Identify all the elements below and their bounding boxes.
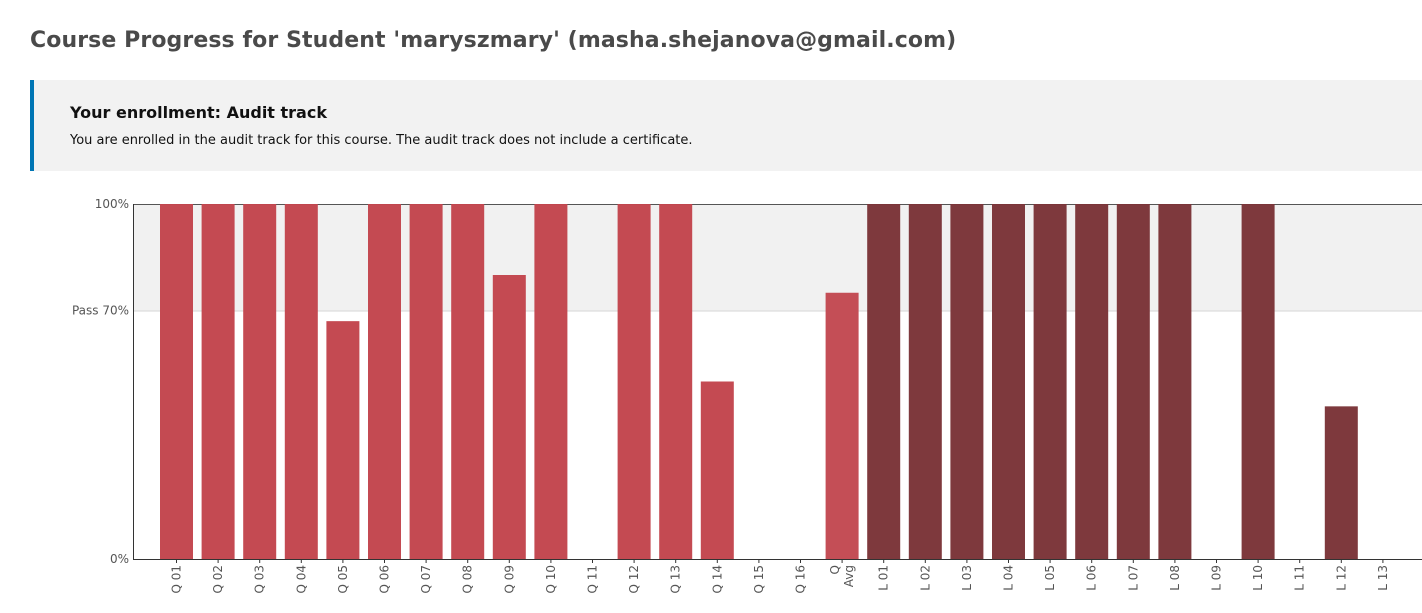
x-tick-label: Q 06 (378, 565, 392, 594)
bar-q-13[interactable] (659, 204, 693, 559)
bar-q-02[interactable] (201, 204, 235, 559)
chart-bars (160, 204, 1358, 559)
bar-q-avg[interactable] (825, 292, 859, 559)
bar-q-06[interactable] (368, 204, 401, 559)
enrollment-banner: Your enrollment: Audit track You are enr… (30, 80, 1422, 171)
x-tick-label: Q 09 (502, 565, 516, 594)
enrollment-message: You are enrolled in the audit track for … (70, 133, 693, 148)
y-axis: 100% Pass 70% 0% (72, 197, 129, 566)
chart-grid (133, 204, 1422, 560)
x-tick-label: Q 07 (419, 565, 433, 594)
bar-q-04[interactable] (284, 204, 318, 559)
x-tick-label: L 10 (1251, 565, 1265, 591)
bar-l-03[interactable] (950, 204, 984, 559)
bar-q-14[interactable] (700, 381, 734, 560)
x-tick-label: Q 04 (294, 565, 308, 594)
x-tick-label: L 13 (1376, 565, 1390, 591)
x-tick-label: Q 15 (752, 565, 766, 594)
x-tick-label: Q 08 (461, 565, 475, 594)
bar-l-06[interactable] (1075, 204, 1109, 559)
x-tick-label: L 07 (1126, 565, 1140, 591)
bar-l-12[interactable] (1324, 406, 1358, 559)
x-tick-label: Q 12 (627, 565, 641, 594)
pass-band (133, 204, 1422, 311)
x-tick-label: Q 02 (211, 565, 225, 594)
x-tick-label: Q 05 (336, 565, 350, 594)
x-tick-label: Q 13 (669, 565, 683, 594)
x-tick-label: Q 16 (794, 565, 808, 594)
bar-q-01[interactable] (160, 204, 193, 559)
x-tick-label: Q 10 (544, 565, 558, 594)
x-tick-label: L 05 (1043, 565, 1057, 591)
y-tick-label: 0% (110, 552, 129, 566)
y-tick-label: Pass 70% (72, 304, 129, 318)
x-tick-label: Q 03 (253, 565, 267, 594)
x-tick-label: Q 11 (586, 565, 600, 594)
bar-l-07[interactable] (1116, 204, 1150, 559)
bar-q-07[interactable] (409, 204, 443, 559)
bar-q-05[interactable] (326, 321, 360, 559)
x-tick-label: Q 14 (710, 565, 724, 594)
bar-q-03[interactable] (243, 204, 277, 559)
x-tick-label: L 01 (877, 565, 891, 591)
y-tick-label: 100% (95, 197, 129, 211)
x-tick-label: L 12 (1334, 565, 1348, 591)
x-tick-label: L 02 (918, 565, 932, 591)
bar-l-08[interactable] (1158, 204, 1192, 559)
x-axis: Q 01 Q 02 Q 03 Q 04 Q 05 Q 06 Q 07 Q 08 Q 09 Q 10… (170, 559, 1390, 594)
bar-q-12[interactable] (617, 204, 651, 559)
bar-l-10[interactable] (1241, 204, 1275, 559)
bar-q-10[interactable] (534, 204, 568, 559)
enrollment-title: Your enrollment: Audit track (70, 103, 327, 122)
x-tick-label: QAvg (828, 565, 856, 587)
bar-l-02[interactable] (908, 204, 942, 559)
bar-l-05[interactable] (1033, 204, 1067, 559)
x-tick-label: L 06 (1085, 565, 1099, 591)
x-tick-label: L 03 (960, 565, 974, 591)
x-tick-label: Q 01 (170, 565, 184, 594)
x-tick-label: L 09 (1210, 565, 1224, 591)
x-tick-label: L 08 (1168, 565, 1182, 591)
bar-q-09[interactable] (492, 275, 526, 559)
x-tick-label: L 04 (1002, 565, 1016, 591)
bar-l-04[interactable] (992, 204, 1025, 559)
x-tick-label: L 11 (1293, 565, 1307, 591)
page-title: Course Progress for Student 'maryszmary'… (30, 28, 957, 53)
bar-l-01[interactable] (867, 204, 901, 559)
bar-q-08[interactable] (451, 204, 485, 559)
